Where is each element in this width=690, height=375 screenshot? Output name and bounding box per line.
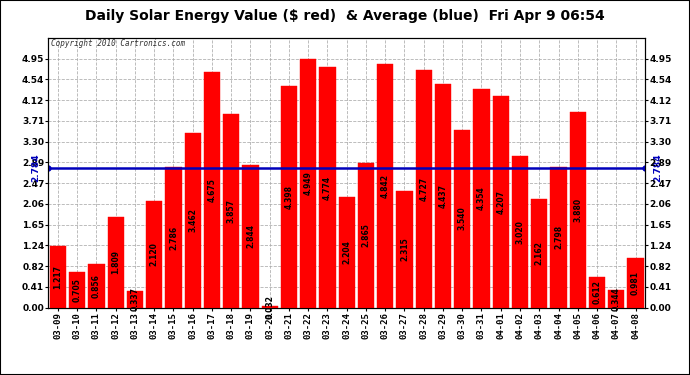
Bar (589, 277, 605, 308)
Bar (435, 84, 451, 308)
Bar (319, 68, 335, 308)
Text: 2.865: 2.865 (362, 224, 371, 248)
Bar (184, 134, 201, 308)
Text: 3.857: 3.857 (227, 198, 236, 222)
Bar (569, 112, 586, 308)
Bar (551, 167, 566, 308)
Bar (608, 290, 624, 308)
Bar (262, 306, 278, 308)
Text: 0.705: 0.705 (72, 278, 81, 302)
Bar (396, 191, 413, 308)
Text: 4.842: 4.842 (381, 174, 390, 198)
Text: 4.675: 4.675 (208, 178, 217, 202)
Bar (300, 58, 317, 308)
Bar (242, 165, 259, 308)
Text: Daily Solar Energy Value ($ red)  & Average (blue)  Fri Apr 9 06:54: Daily Solar Energy Value ($ red) & Avera… (85, 9, 605, 23)
Text: 3.462: 3.462 (188, 209, 197, 232)
Text: 4.774: 4.774 (323, 176, 332, 200)
Bar (223, 114, 239, 308)
Text: 2.784: 2.784 (653, 153, 662, 182)
Bar (377, 64, 393, 308)
Bar (88, 264, 105, 308)
Text: 3.020: 3.020 (515, 220, 524, 243)
Text: 1.217: 1.217 (53, 265, 62, 289)
Text: 3.880: 3.880 (573, 198, 582, 222)
Bar (512, 156, 528, 308)
Text: 2.786: 2.786 (169, 225, 178, 249)
Text: 4.437: 4.437 (438, 184, 448, 208)
Bar (627, 258, 644, 308)
Bar (531, 199, 547, 308)
Bar (473, 88, 490, 308)
Text: 2.784: 2.784 (32, 153, 41, 182)
Bar (415, 70, 432, 308)
Text: 2.162: 2.162 (535, 241, 544, 265)
Text: 0.032: 0.032 (265, 295, 274, 319)
Bar (204, 72, 220, 308)
Text: 0.981: 0.981 (631, 271, 640, 295)
Text: 1.809: 1.809 (111, 250, 120, 274)
Bar (50, 246, 66, 308)
Bar (146, 201, 162, 308)
Text: 4.949: 4.949 (304, 171, 313, 195)
Text: 4.207: 4.207 (496, 190, 505, 214)
Bar (339, 196, 355, 308)
Text: 0.612: 0.612 (593, 280, 602, 304)
Bar (493, 96, 509, 308)
Bar (454, 129, 471, 308)
Text: 2.844: 2.844 (246, 224, 255, 248)
Bar (69, 272, 86, 308)
Text: 4.354: 4.354 (477, 186, 486, 210)
Text: 4.727: 4.727 (420, 177, 428, 201)
Bar (358, 164, 374, 308)
Bar (166, 167, 181, 308)
Text: 0.337: 0.337 (130, 287, 139, 311)
Text: 3.540: 3.540 (457, 207, 466, 230)
Text: 0.344: 0.344 (612, 287, 621, 311)
Text: 2.120: 2.120 (150, 242, 159, 266)
Text: 4.398: 4.398 (284, 185, 293, 209)
Text: 2.204: 2.204 (342, 240, 351, 264)
Bar (281, 86, 297, 308)
Text: 2.798: 2.798 (554, 225, 563, 249)
Bar (108, 216, 124, 308)
Text: 0.856: 0.856 (92, 274, 101, 298)
Text: Copyright 2010 Cartronics.com: Copyright 2010 Cartronics.com (51, 39, 186, 48)
Bar (127, 291, 143, 308)
Text: 2.315: 2.315 (400, 237, 409, 261)
